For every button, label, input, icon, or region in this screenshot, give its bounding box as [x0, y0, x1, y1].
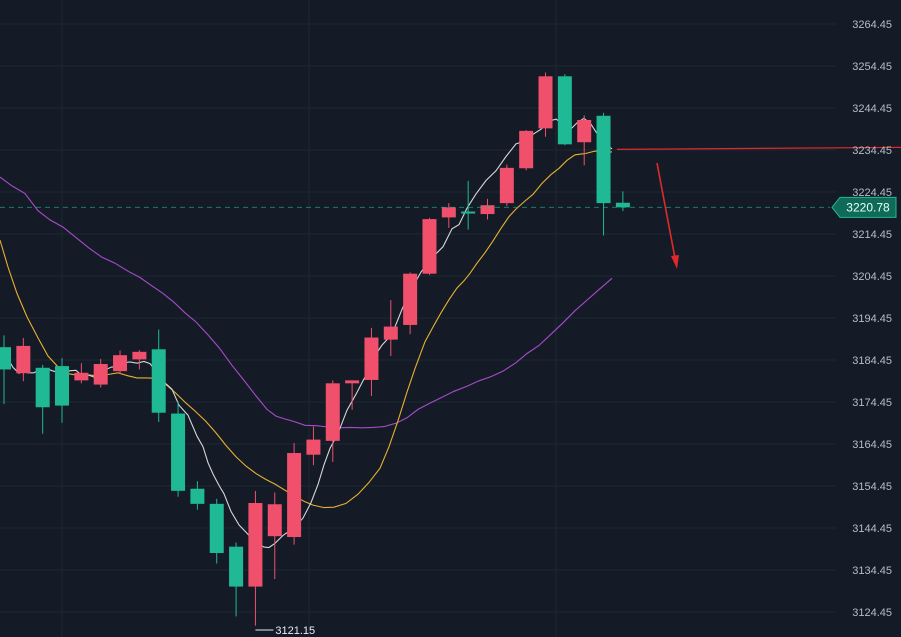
candle [403, 272, 418, 335]
candle [538, 72, 553, 137]
candle [499, 164, 514, 207]
candle [577, 115, 592, 166]
candle [306, 426, 321, 466]
y-tick-label: 3204.45 [852, 271, 892, 283]
candle [364, 327, 379, 396]
candle-body [325, 383, 340, 441]
candle-body [171, 413, 186, 491]
y-tick-label: 3224.45 [852, 187, 892, 199]
candle-body [267, 504, 282, 537]
candle [557, 74, 572, 146]
current-price-value: 3220.78 [846, 200, 890, 214]
y-tick-label: 3254.45 [852, 61, 892, 73]
candle [16, 337, 31, 382]
ma-mid-line [0, 150, 612, 509]
candle-body [441, 207, 456, 218]
candle [441, 203, 456, 228]
chart-annotations [616, 146, 901, 269]
price-axis: 3264.45 3254.45 3244.45 3234.45 3224.45 3214.… [852, 19, 892, 619]
candle-body [35, 367, 50, 408]
y-tick-label: 3264.45 [852, 19, 892, 31]
candle-body [113, 355, 128, 372]
candle [151, 329, 166, 422]
ma-long-line [0, 176, 613, 429]
candle-body [0, 347, 11, 370]
candle-body [422, 219, 437, 274]
candle [325, 380, 340, 462]
candle-body [577, 119, 592, 143]
candle-body [557, 76, 572, 145]
candle [171, 401, 186, 497]
candle-body [461, 211, 476, 214]
candle-body [287, 453, 302, 538]
candle [93, 358, 108, 388]
candle [190, 481, 205, 510]
current-price-tag: 3220.78 [0, 196, 897, 218]
resistance-line [616, 146, 901, 150]
candle [287, 442, 302, 545]
candle [480, 198, 495, 220]
candle-body [499, 167, 514, 204]
y-tick-label: 3154.45 [852, 481, 892, 493]
candle-body [596, 115, 611, 204]
candle [248, 490, 263, 626]
candle [519, 130, 534, 171]
candle-body [403, 273, 418, 325]
candle-body [383, 326, 398, 340]
candle [0, 335, 11, 404]
candle [615, 191, 630, 212]
candle-body [74, 372, 89, 381]
candle-body [480, 205, 495, 215]
candle-body [132, 351, 147, 360]
candle-body [55, 366, 70, 406]
candle [229, 542, 244, 617]
y-tick-label: 3174.45 [852, 397, 892, 409]
low-price-label: 3121.15 [275, 625, 315, 637]
candle-body [229, 546, 244, 587]
candle-body [364, 337, 379, 380]
y-tick-label: 3164.45 [852, 439, 892, 451]
y-tick-label: 3244.45 [852, 103, 892, 115]
candle [132, 350, 147, 370]
low-marker: 3121.15 [255, 625, 315, 637]
candle-body [209, 503, 224, 553]
candle [74, 363, 89, 384]
candle [267, 492, 282, 580]
y-tick-label: 3214.45 [852, 229, 892, 241]
candle-body [93, 363, 108, 385]
candle-body [306, 439, 321, 455]
candle [113, 350, 128, 375]
candle-body [345, 380, 360, 384]
candle [345, 380, 360, 410]
candle-body [248, 503, 263, 587]
candle [55, 358, 70, 423]
candle [383, 300, 398, 357]
candle [209, 498, 224, 564]
candle [422, 217, 437, 275]
candle [35, 364, 50, 434]
candle-body [615, 202, 630, 208]
candle-body [16, 345, 31, 374]
y-tick-label: 3194.45 [852, 313, 892, 325]
down-arrow-icon [656, 162, 676, 259]
candle-body [190, 488, 205, 504]
y-tick-label: 3184.45 [852, 355, 892, 367]
current-price-tag-bg [831, 196, 897, 218]
candle [461, 180, 476, 230]
y-tick-label: 3144.45 [852, 523, 892, 535]
y-tick-label: 3134.45 [852, 565, 892, 577]
y-tick-label: 3124.45 [852, 607, 892, 619]
candle-body [151, 349, 166, 413]
arrow-head-icon [671, 255, 679, 269]
candle-body [538, 76, 553, 129]
candle-body [519, 130, 534, 169]
candle [596, 112, 611, 236]
y-tick-label: 3234.45 [852, 145, 892, 157]
candlesticks [0, 72, 630, 626]
